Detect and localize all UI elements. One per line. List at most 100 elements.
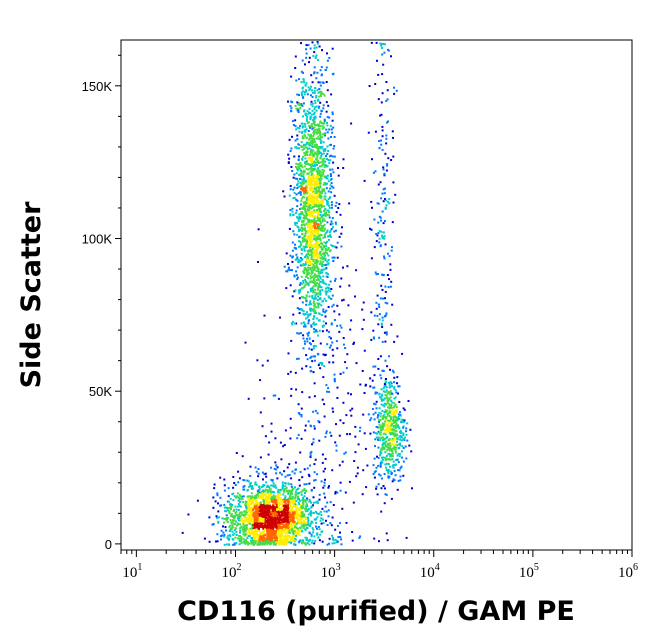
event-dot xyxy=(382,399,385,402)
event-dot xyxy=(321,325,324,328)
event-dot xyxy=(302,347,305,350)
event-dot xyxy=(280,522,283,525)
event-dot xyxy=(334,221,337,224)
event-dot xyxy=(299,216,302,219)
event-dot xyxy=(311,527,314,530)
event-dot xyxy=(284,485,287,488)
event-dot xyxy=(278,528,281,531)
event-dot xyxy=(310,280,313,283)
event-dot xyxy=(311,294,314,297)
event-dot xyxy=(244,525,247,528)
event-dot xyxy=(300,81,303,84)
event-dot xyxy=(286,524,289,527)
event-dot xyxy=(323,182,326,185)
event-dot xyxy=(260,521,263,524)
event-dot xyxy=(318,228,320,231)
event-dot xyxy=(301,264,304,267)
event-dot xyxy=(316,293,319,296)
event-dot xyxy=(279,497,282,500)
event-dot xyxy=(312,164,315,167)
event-dot xyxy=(232,476,235,478)
event-dot xyxy=(233,495,236,498)
event-dot xyxy=(379,415,382,418)
event-dot xyxy=(237,499,240,502)
event-dot xyxy=(252,512,255,515)
event-dot xyxy=(307,260,310,263)
event-dot xyxy=(272,537,275,539)
event-dot xyxy=(317,137,320,140)
event-dot xyxy=(314,221,317,224)
event-dot xyxy=(316,233,319,236)
event-dot xyxy=(269,505,272,508)
event-dot xyxy=(300,518,303,521)
event-dot xyxy=(312,149,315,152)
event-dot xyxy=(239,523,242,526)
event-dot xyxy=(311,137,314,140)
event-dot xyxy=(211,523,214,526)
event-dot xyxy=(289,502,292,505)
event-dot xyxy=(398,385,401,388)
event-dot xyxy=(264,528,266,531)
event-dot xyxy=(301,287,304,290)
event-dot xyxy=(291,528,294,531)
event-dot xyxy=(293,192,296,194)
event-dot xyxy=(276,507,279,510)
event-dot xyxy=(279,441,282,444)
event-dot xyxy=(315,105,318,108)
event-dot xyxy=(226,536,229,539)
event-dot xyxy=(386,436,389,439)
event-dot xyxy=(324,311,327,314)
event-dot xyxy=(311,286,314,289)
event-dot xyxy=(303,217,306,220)
event-dot xyxy=(244,516,247,519)
event-dot xyxy=(235,514,238,517)
event-dot xyxy=(332,539,335,542)
event-dot xyxy=(290,515,293,518)
event-dot xyxy=(302,102,305,105)
event-dot xyxy=(391,401,394,404)
event-dot xyxy=(311,289,314,292)
event-dot xyxy=(257,468,260,470)
event-dot xyxy=(274,461,277,464)
event-dot xyxy=(291,249,294,252)
event-dot xyxy=(251,531,254,534)
event-dot xyxy=(309,118,312,121)
event-dot xyxy=(300,407,303,410)
event-dot xyxy=(315,77,318,80)
event-dot xyxy=(389,458,392,461)
event-dot xyxy=(381,409,384,412)
event-dot xyxy=(318,88,321,90)
event-dot xyxy=(332,303,335,306)
event-dot xyxy=(281,541,284,544)
event-dot xyxy=(315,199,318,202)
event-dot xyxy=(328,238,330,241)
event-dot xyxy=(363,432,366,435)
event-dot xyxy=(251,498,254,501)
event-dot xyxy=(405,430,408,433)
event-dot xyxy=(247,529,250,532)
event-dot xyxy=(332,186,335,189)
event-dot xyxy=(313,243,316,246)
event-dot xyxy=(304,429,307,432)
event-dot xyxy=(273,514,276,517)
event-dot xyxy=(291,538,294,540)
event-dot xyxy=(227,537,230,540)
event-dot xyxy=(306,505,309,508)
event-dot xyxy=(310,533,313,536)
event-dot xyxy=(310,521,313,524)
event-dot xyxy=(240,538,242,541)
event-dot xyxy=(258,533,261,536)
event-dot xyxy=(330,228,333,230)
event-dot xyxy=(283,195,286,198)
event-dot xyxy=(301,125,304,128)
event-dot xyxy=(320,211,323,214)
event-dot xyxy=(311,109,314,112)
event-dot xyxy=(300,322,303,325)
event-dot xyxy=(277,511,280,514)
event-dot xyxy=(304,231,307,234)
event-dot xyxy=(395,411,398,414)
event-dot xyxy=(214,500,217,503)
event-dot xyxy=(270,491,272,494)
event-dot xyxy=(330,524,333,527)
event-dot xyxy=(297,518,300,521)
